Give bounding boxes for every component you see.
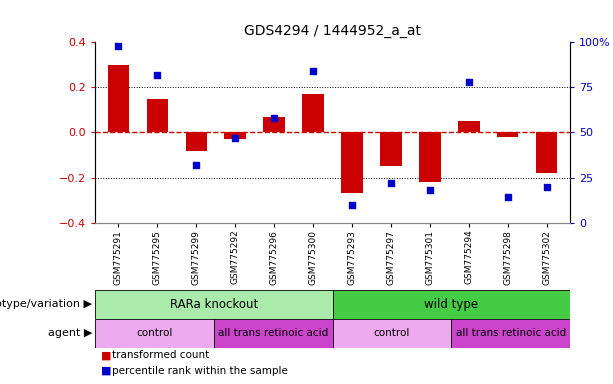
Bar [264, 117, 285, 132]
Text: ■: ■ [101, 350, 112, 360]
Text: genotype/variation ▶: genotype/variation ▶ [0, 299, 92, 310]
Point [347, 202, 357, 208]
Point [153, 72, 162, 78]
Point [308, 68, 318, 74]
Text: all trans retinoic acid: all trans retinoic acid [218, 328, 329, 338]
Point [269, 115, 279, 121]
Point [230, 135, 240, 141]
Point [503, 194, 512, 200]
Bar [108, 65, 129, 132]
Title: GDS4294 / 1444952_a_at: GDS4294 / 1444952_a_at [244, 25, 421, 38]
Text: transformed count: transformed count [112, 350, 210, 360]
Bar [147, 99, 168, 132]
Bar [341, 132, 363, 194]
Point [425, 187, 435, 193]
Bar [419, 132, 441, 182]
Text: RARa knockout: RARa knockout [170, 298, 258, 311]
Bar [186, 132, 207, 151]
Text: ■: ■ [101, 366, 112, 376]
Point [191, 162, 201, 168]
Text: all trans retinoic acid: all trans retinoic acid [455, 328, 566, 338]
Bar [497, 132, 519, 137]
Text: wild type: wild type [424, 298, 478, 311]
Bar [536, 132, 557, 173]
Text: percentile rank within the sample: percentile rank within the sample [112, 366, 288, 376]
Point [542, 184, 552, 190]
Bar [332, 290, 570, 319]
Bar [224, 132, 246, 139]
Text: agent ▶: agent ▶ [48, 328, 92, 338]
Bar [95, 319, 214, 348]
Point [464, 79, 474, 85]
Bar [451, 319, 570, 348]
Bar [95, 290, 332, 319]
Bar [214, 319, 332, 348]
Bar [332, 319, 451, 348]
Point [113, 43, 123, 49]
Text: control: control [374, 328, 410, 338]
Bar [302, 94, 324, 132]
Text: control: control [136, 328, 173, 338]
Bar [458, 121, 479, 132]
Bar [380, 132, 402, 166]
Point [386, 180, 396, 186]
